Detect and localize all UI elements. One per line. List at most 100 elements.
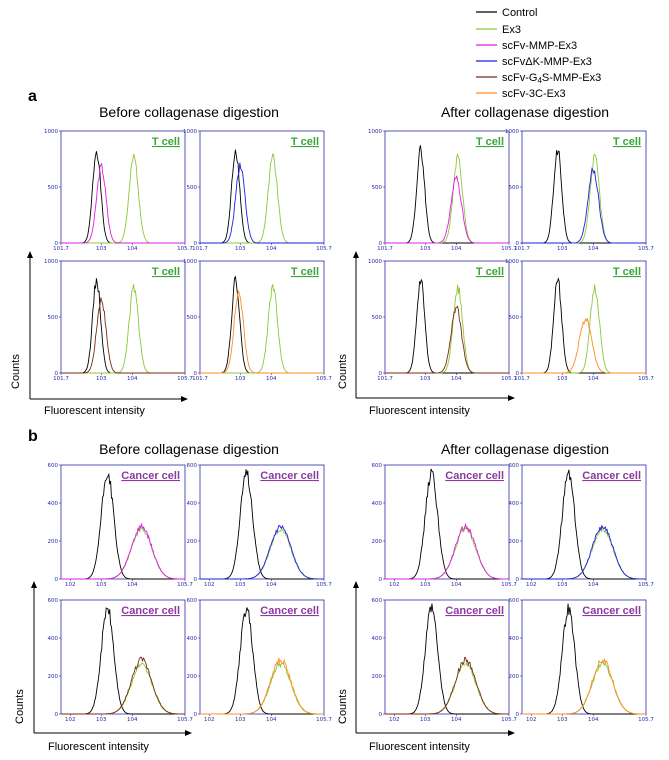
x-tick-label: 103 [235, 717, 246, 723]
y-tick-label: 400 [372, 501, 383, 507]
section-b-before-x-title: Fluorescent intensity [48, 741, 149, 753]
panel-frame [199, 464, 325, 580]
x-tick-label: 104 [127, 246, 138, 252]
cell-type-label: Cancer cell [121, 470, 180, 482]
y-tick-label: 400 [187, 636, 198, 642]
cell-type-label: T cell [152, 266, 180, 278]
histogram-panel-a-after-r1c0: 0 500 1000 101.7 103 104 105.7 T cell [368, 259, 517, 382]
x-tick-label: 104 [266, 582, 277, 588]
x-tick-label: 103 [235, 246, 246, 252]
y-tick-label: 600 [187, 598, 198, 604]
series-scfv-mmp-ex3 [61, 162, 185, 244]
legend-label-scfv-g4s-mmp-ex3: scFv-G4S-MMP-Ex3 [502, 72, 601, 85]
y-tick-label: 500 [187, 315, 198, 321]
y-tick-label: 200 [187, 539, 198, 545]
y-tick-label: 1000 [183, 129, 197, 135]
y-tick-label: 1000 [368, 259, 382, 265]
legend: Control Ex3 scFv-MMP-Ex3 scFvΔK-MMP-Ex3 … [476, 7, 601, 100]
panel-frame [521, 130, 647, 244]
series-scfv-3c-ex3 [522, 657, 646, 715]
histogram-panel-b-before-r1c0: 0 200 400 600 102 103 104 105.7 Cancer cell [48, 598, 194, 723]
x-tick-label: 105.7 [501, 582, 517, 588]
x-tick-label: 101.7 [514, 376, 530, 382]
x-tick-label: 103 [557, 246, 568, 252]
section-a-before-axes [27, 251, 188, 402]
histogram-panel-b-after-r0c0: 0 200 400 600 102 103 104 105.7 Cancer cell [372, 463, 518, 588]
x-tick-label: 103 [557, 717, 568, 723]
series-scfv-k-mmp-ex3 [522, 167, 646, 244]
y-tick-label: 400 [509, 501, 520, 507]
x-tick-label: 101.7 [514, 246, 530, 252]
section-b-before-y-title: Counts [14, 689, 26, 724]
histogram-panel-a-before-r1c1: 0 500 1000 101.7 103 104 105.7 T cell [183, 259, 332, 382]
x-tick-label: 102 [389, 717, 400, 723]
x-tick-label: 103 [557, 582, 568, 588]
x-tick-label: 103 [96, 376, 107, 382]
series-scfv-k-mmp-ex3 [200, 524, 324, 580]
histogram-panel-b-after-r0c1: 0 200 400 600 102 103 104 105.7 Cancer cell [509, 463, 655, 588]
x-tick-label: 103 [420, 717, 431, 723]
cell-type-label: T cell [613, 136, 641, 148]
cell-type-label: T cell [152, 136, 180, 148]
y-tick-label: 0 [55, 371, 59, 377]
series-scfv-mmp-ex3 [385, 175, 509, 244]
x-tick-label: 104 [266, 246, 277, 252]
series-scfv-mmp-ex3 [61, 522, 185, 580]
panel-frame [60, 599, 186, 715]
y-tick-label: 600 [509, 598, 520, 604]
y-tick-label: 1000 [368, 129, 382, 135]
y-tick-label: 200 [48, 539, 59, 545]
y-tick-label: 400 [372, 636, 383, 642]
panel-frame [384, 464, 510, 580]
y-tick-label: 0 [194, 577, 198, 583]
series-scfv-g4s-mmp-ex3 [385, 305, 509, 374]
y-tick-label: 200 [187, 674, 198, 680]
y-tick-label: 600 [187, 463, 198, 469]
y-tick-label: 0 [55, 712, 59, 718]
x-tick-label: 104 [127, 376, 138, 382]
panel-frame [384, 130, 510, 244]
y-tick-label: 0 [379, 371, 383, 377]
y-tick-label: 500 [48, 185, 59, 191]
x-tick-label: 102 [526, 717, 537, 723]
x-tick-label: 102 [65, 717, 76, 723]
cell-type-label: T cell [291, 266, 319, 278]
legend-label-control: Control [502, 7, 537, 19]
histogram-panel-a-before-r1c0: 0 500 1000 101.7 103 104 105.7 T cell [44, 259, 193, 382]
histogram-panel-a-after-r0c1: 0 500 1000 101.7 103 104 105.7 T cell [505, 129, 654, 252]
panel-letter-a: a [28, 88, 37, 105]
panel-frame [60, 464, 186, 580]
x-tick-label: 101.7 [53, 376, 69, 382]
x-tick-label: 102 [389, 582, 400, 588]
histogram-panel-b-before-r0c0: 0 200 400 600 102 103 104 105.7 Cancer cell [48, 463, 194, 588]
y-tick-label: 0 [55, 241, 59, 247]
x-tick-label: 104 [451, 246, 462, 252]
y-tick-label: 500 [509, 315, 520, 321]
histogram-panel-b-after-r1c0: 0 200 400 600 102 103 104 105.7 Cancer cell [372, 598, 518, 723]
panel-frame [384, 260, 510, 374]
section-b-after-x-title: Fluorescent intensity [369, 741, 470, 753]
x-tick-label: 105.7 [638, 582, 654, 588]
y-tick-label: 0 [516, 241, 520, 247]
y-tick-label: 200 [372, 539, 383, 545]
cell-type-label: T cell [476, 266, 504, 278]
x-tick-label: 101.7 [377, 376, 393, 382]
y-tick-label: 600 [48, 598, 59, 604]
y-tick-label: 400 [187, 501, 198, 507]
y-tick-label: 0 [194, 371, 198, 377]
x-tick-label: 101.7 [192, 246, 208, 252]
y-tick-label: 0 [516, 371, 520, 377]
y-tick-label: 1000 [183, 259, 197, 265]
y-tick-label: 1000 [505, 129, 519, 135]
series-scfv-3c-ex3 [200, 657, 324, 715]
section-b-before-title: Before collagenase digestion [99, 441, 279, 457]
x-tick-label: 104 [588, 246, 599, 252]
x-tick-label: 103 [235, 376, 246, 382]
y-tick-label: 0 [194, 241, 198, 247]
y-tick-label: 0 [379, 577, 383, 583]
y-tick-label: 0 [516, 577, 520, 583]
y-tick-label: 500 [187, 185, 198, 191]
cell-type-label: Cancer cell [445, 470, 504, 482]
y-tick-label: 400 [509, 636, 520, 642]
